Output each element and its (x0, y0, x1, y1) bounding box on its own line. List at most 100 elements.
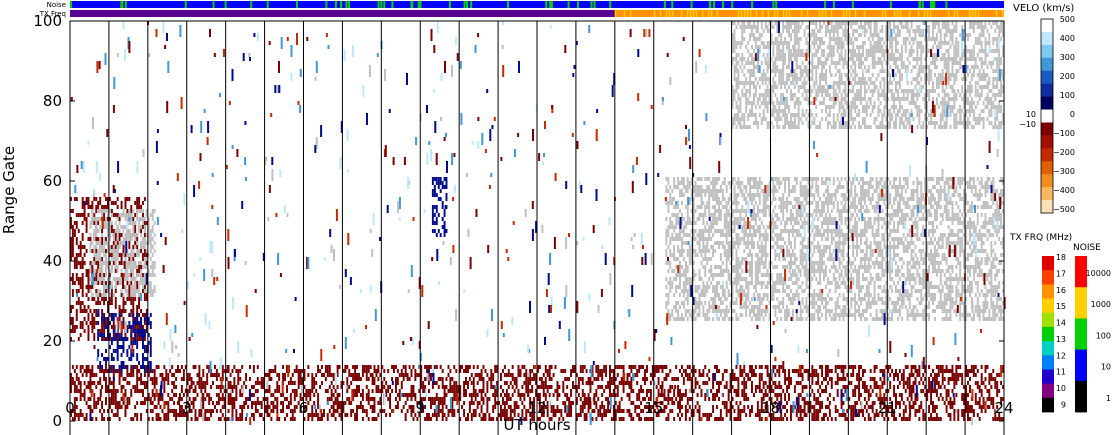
rti-cell (682, 233, 685, 237)
rti-cell (426, 417, 429, 421)
rti-cell (572, 401, 574, 405)
rti-cell (369, 365, 372, 369)
rti-cell (953, 381, 956, 385)
rti-cell (797, 397, 800, 401)
rti-cell (694, 185, 697, 189)
rti-cell (667, 417, 670, 421)
region-patch (431, 177, 448, 237)
rti-cell (70, 309, 72, 313)
rti-cell (470, 381, 473, 385)
rti-cell (842, 369, 845, 373)
rti-cell (406, 397, 409, 401)
rti-cell (690, 277, 693, 281)
rti-cell (928, 381, 931, 385)
rti-cell (99, 409, 102, 413)
rti-cell (105, 269, 107, 273)
rti-cell (140, 321, 143, 325)
rti-cell (75, 309, 78, 313)
rti-cell (677, 217, 680, 221)
rti-cell (537, 365, 539, 369)
rti-cell (326, 413, 329, 417)
rti-cell (733, 409, 736, 413)
rti-cell (95, 249, 98, 253)
rti-cell (107, 245, 109, 249)
rti-cell (142, 213, 144, 217)
rti-cell (297, 377, 300, 381)
rti-cell (920, 405, 923, 409)
rti-cell (264, 373, 267, 377)
rti-cell (718, 245, 720, 249)
rti-cell (696, 177, 699, 181)
rti-cell (873, 365, 876, 369)
rti-cell (533, 365, 536, 369)
rti-cell (161, 397, 164, 401)
rti-cell (679, 285, 681, 289)
rti-cell (112, 245, 115, 249)
rti-cell (358, 389, 360, 393)
rti-cell (124, 377, 127, 381)
rti-cell (552, 393, 555, 397)
rti-cell (684, 313, 687, 317)
rti-cell (998, 417, 1001, 421)
rti-cell (430, 365, 432, 369)
rti-cell (893, 377, 896, 381)
rti-cell (918, 405, 921, 409)
rti-cell (932, 417, 934, 421)
rti-cell (468, 401, 471, 405)
rti-cell (212, 401, 214, 405)
rti-cell (81, 289, 84, 293)
rti-cell (688, 257, 691, 261)
rti-cell (718, 381, 720, 385)
rti-cell (681, 177, 683, 181)
rti-cell (920, 377, 923, 381)
rti-cell (447, 409, 450, 413)
rti-cell (81, 277, 84, 281)
rti-cell (636, 381, 639, 385)
rti-cell (663, 409, 666, 413)
rti-cell (523, 381, 526, 385)
rti-cell (830, 377, 833, 381)
rti-cell (684, 417, 687, 421)
rti-cell (445, 193, 448, 197)
rti-cell (435, 177, 438, 181)
rti-cell (132, 269, 135, 273)
rti-cell (503, 393, 506, 397)
rti-cell (95, 245, 98, 249)
rti-cell (373, 409, 376, 413)
rti-cell (95, 209, 98, 213)
rti-cell (817, 389, 820, 393)
rti-cell (842, 377, 845, 381)
rti-cell (819, 401, 822, 405)
rti-cell (453, 389, 456, 393)
rti-cell (686, 253, 689, 257)
rti-cell (644, 397, 646, 401)
rti-cell (533, 373, 536, 377)
rti-cell (147, 317, 150, 321)
rti-cell (254, 389, 257, 393)
rti-cell (134, 341, 137, 345)
txfreq-tick (701, 10, 704, 17)
rti-cell (725, 381, 728, 385)
rti-cell (803, 369, 806, 373)
rti-cell (272, 409, 275, 413)
rti-cell (70, 241, 72, 245)
rti-cell (130, 389, 133, 393)
rti-cell (101, 205, 104, 209)
rti-cell (116, 413, 119, 417)
rti-cell (136, 377, 139, 381)
rti-cell (937, 417, 940, 421)
rti-cell (190, 381, 193, 385)
rti-cell (143, 265, 146, 269)
rti-cell (675, 185, 678, 189)
rti-cell (760, 373, 763, 377)
rti-cell (179, 413, 181, 417)
rti-cell (87, 197, 90, 201)
rti-cell (167, 393, 170, 397)
rti-cell (254, 381, 257, 385)
rti-cell (323, 413, 325, 417)
rti-cell (941, 365, 944, 369)
rti-cell (79, 241, 82, 245)
rti-cell (675, 225, 678, 229)
rti-cell (943, 401, 946, 405)
rti-cell (134, 253, 137, 257)
